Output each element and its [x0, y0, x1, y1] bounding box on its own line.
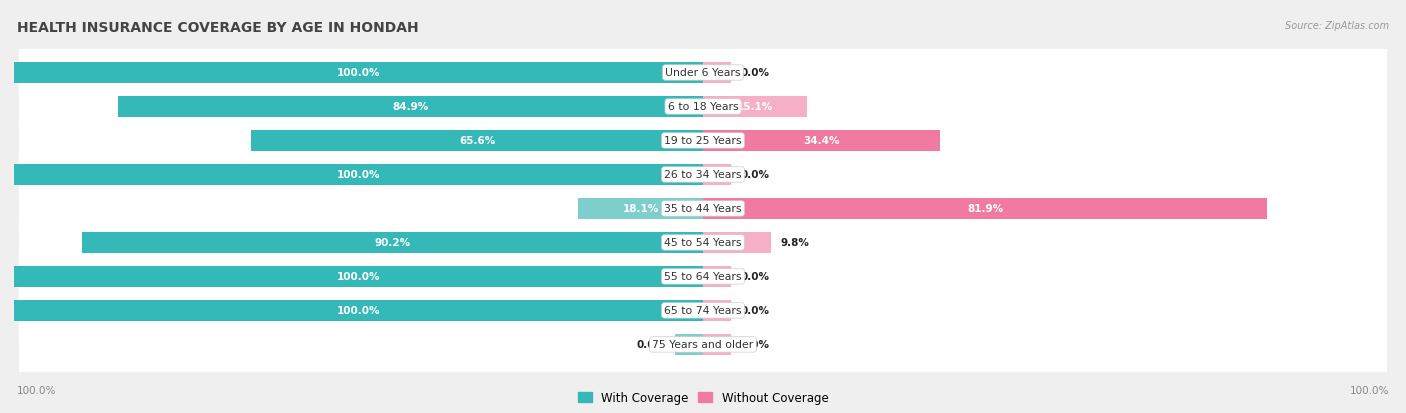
- FancyBboxPatch shape: [18, 75, 1388, 140]
- Bar: [14, 266, 703, 287]
- Text: 34.4%: 34.4%: [803, 136, 839, 146]
- Text: 0.0%: 0.0%: [636, 339, 665, 349]
- FancyBboxPatch shape: [18, 244, 1388, 309]
- FancyBboxPatch shape: [18, 312, 1388, 377]
- Text: 65 to 74 Years: 65 to 74 Years: [664, 306, 742, 316]
- Bar: [703, 266, 731, 287]
- Bar: [703, 334, 731, 355]
- Text: Under 6 Years: Under 6 Years: [665, 68, 741, 78]
- Text: 18.1%: 18.1%: [623, 204, 659, 214]
- Bar: [14, 63, 703, 84]
- Text: 26 to 34 Years: 26 to 34 Years: [664, 170, 742, 180]
- Bar: [14, 300, 703, 321]
- Bar: [578, 198, 703, 219]
- Text: 75 Years and older: 75 Years and older: [652, 339, 754, 349]
- Text: 9.8%: 9.8%: [780, 238, 810, 248]
- Text: Source: ZipAtlas.com: Source: ZipAtlas.com: [1285, 21, 1389, 31]
- Text: 19 to 25 Years: 19 to 25 Years: [664, 136, 742, 146]
- Text: 100.0%: 100.0%: [337, 306, 380, 316]
- Bar: [82, 233, 703, 253]
- Bar: [14, 164, 703, 185]
- FancyBboxPatch shape: [18, 177, 1388, 241]
- Text: 100.0%: 100.0%: [17, 385, 56, 395]
- Bar: [703, 164, 731, 185]
- Bar: [118, 97, 703, 118]
- Bar: [703, 300, 731, 321]
- Bar: [703, 233, 770, 253]
- Bar: [703, 198, 1267, 219]
- Text: 55 to 64 Years: 55 to 64 Years: [664, 272, 742, 282]
- Text: 0.0%: 0.0%: [741, 170, 770, 180]
- Text: 100.0%: 100.0%: [337, 170, 380, 180]
- Legend: With Coverage, Without Coverage: With Coverage, Without Coverage: [574, 388, 832, 408]
- FancyBboxPatch shape: [18, 109, 1388, 173]
- Text: 81.9%: 81.9%: [967, 204, 1004, 214]
- Bar: [252, 131, 703, 152]
- Text: 65.6%: 65.6%: [458, 136, 495, 146]
- Text: 15.1%: 15.1%: [737, 102, 773, 112]
- Text: 45 to 54 Years: 45 to 54 Years: [664, 238, 742, 248]
- FancyBboxPatch shape: [18, 211, 1388, 275]
- Text: 0.0%: 0.0%: [741, 339, 770, 349]
- Bar: [703, 131, 941, 152]
- Text: 0.0%: 0.0%: [741, 68, 770, 78]
- Text: 100.0%: 100.0%: [337, 272, 380, 282]
- Text: 0.0%: 0.0%: [741, 306, 770, 316]
- FancyBboxPatch shape: [18, 143, 1388, 207]
- Text: HEALTH INSURANCE COVERAGE BY AGE IN HONDAH: HEALTH INSURANCE COVERAGE BY AGE IN HOND…: [17, 21, 419, 35]
- Text: 90.2%: 90.2%: [374, 238, 411, 248]
- Text: 100.0%: 100.0%: [1350, 385, 1389, 395]
- Bar: [703, 63, 731, 84]
- Text: 100.0%: 100.0%: [337, 68, 380, 78]
- FancyBboxPatch shape: [18, 278, 1388, 343]
- Bar: [675, 334, 703, 355]
- Text: 84.9%: 84.9%: [392, 102, 429, 112]
- Text: 35 to 44 Years: 35 to 44 Years: [664, 204, 742, 214]
- Bar: [703, 97, 807, 118]
- FancyBboxPatch shape: [18, 41, 1388, 106]
- Text: 6 to 18 Years: 6 to 18 Years: [668, 102, 738, 112]
- Text: 0.0%: 0.0%: [741, 272, 770, 282]
